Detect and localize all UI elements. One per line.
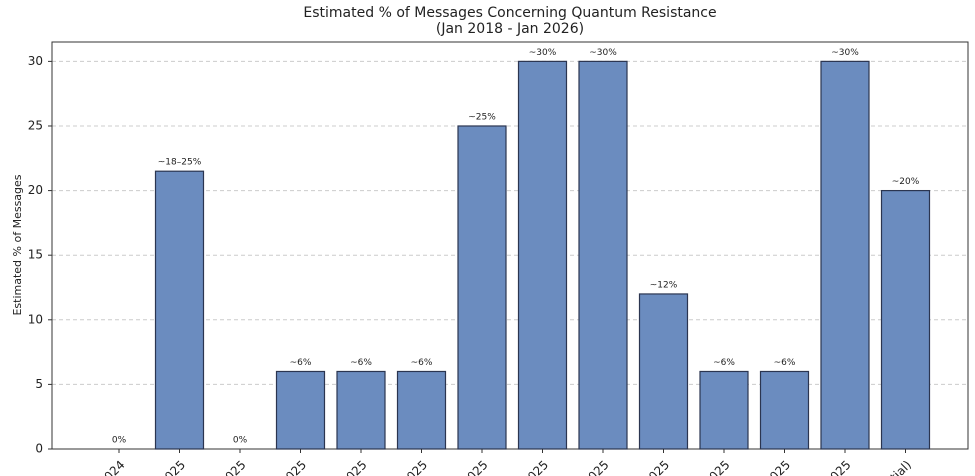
- x-tick-label: 025: [404, 458, 430, 476]
- value-label: ~30%: [529, 48, 557, 58]
- chart-subtitle: (Jan 2018 - Jan 2026): [436, 21, 584, 37]
- plot-frame: [51, 41, 969, 450]
- y-tick-label: 30: [28, 54, 43, 68]
- value-label: ~18–25%: [158, 158, 202, 168]
- value-label: ~6%: [411, 358, 433, 368]
- bar: [275, 370, 326, 450]
- x-tick-label: 025: [767, 458, 793, 476]
- value-label: ~6%: [290, 358, 312, 368]
- x-tick-label: 025: [646, 458, 672, 476]
- bar: [880, 189, 931, 450]
- x-tick-label: 025: [827, 458, 853, 476]
- x-tick-label: 025: [464, 458, 490, 476]
- value-label: 0%: [112, 436, 127, 446]
- bar: [699, 370, 749, 450]
- x-tick-label: tial): [888, 458, 914, 476]
- value-label: ~12%: [650, 280, 678, 290]
- x-tick-label: 025: [525, 458, 551, 476]
- chart-title: Estimated % of Messages Concerning Quant…: [303, 5, 716, 21]
- y-tick-label: 15: [28, 248, 43, 262]
- value-label: 0%: [233, 436, 248, 446]
- y-tick-label: 5: [35, 377, 43, 391]
- y-tick-label: 0: [35, 442, 43, 456]
- y-tick-label: 20: [28, 183, 43, 197]
- value-label: ~6%: [350, 358, 372, 368]
- x-tick-label: 025: [343, 458, 369, 476]
- x-tick-label: 025: [585, 458, 611, 476]
- y-axis-label: Estimated % of Messages: [11, 174, 24, 315]
- x-tick-label: 025: [283, 458, 309, 476]
- bar: [457, 125, 507, 450]
- y-tick-label: 10: [28, 312, 43, 326]
- bar: [154, 170, 205, 450]
- value-label: ~20%: [892, 177, 920, 187]
- value-label: ~30%: [589, 48, 617, 58]
- value-label: ~25%: [468, 112, 496, 122]
- bar: [336, 370, 386, 450]
- bar: [578, 60, 628, 450]
- bar: [759, 370, 810, 450]
- bar: [396, 370, 447, 450]
- bar: [517, 60, 568, 450]
- x-tick-label: 024: [101, 458, 127, 476]
- bar: [820, 60, 870, 450]
- y-tick-label: 25: [28, 118, 43, 132]
- value-label: ~30%: [831, 48, 859, 58]
- bar: [638, 293, 689, 450]
- value-label: ~6%: [774, 358, 796, 368]
- x-tick-label: 025: [162, 458, 188, 476]
- value-label: ~6%: [713, 358, 735, 368]
- x-tick-label: 025: [222, 458, 248, 476]
- x-tick-label: 025: [706, 458, 732, 476]
